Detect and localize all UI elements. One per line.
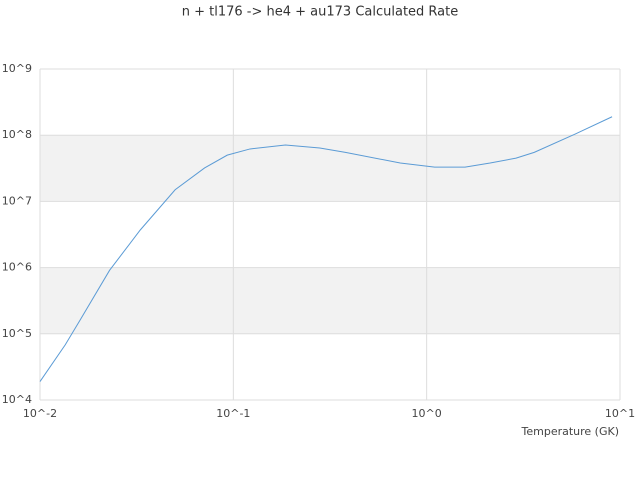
grid-band bbox=[40, 135, 620, 202]
x-tick-label: 10^0 bbox=[412, 407, 442, 420]
y-tick-label: 10^9 bbox=[2, 62, 32, 75]
chart-title: n + tl176 -> he4 + au173 Calculated Rate bbox=[182, 5, 459, 20]
y-tick-label: 10^6 bbox=[2, 261, 32, 274]
x-axis-label: Temperature (GK) bbox=[521, 425, 620, 438]
x-tick-label: 10^-1 bbox=[216, 407, 250, 420]
grid-band bbox=[40, 267, 620, 334]
y-tick-label: 10^8 bbox=[2, 128, 32, 141]
y-tick-label: 10^5 bbox=[2, 327, 32, 340]
x-tick-label: 10^-2 bbox=[23, 407, 57, 420]
y-tick-label: 10^4 bbox=[2, 393, 32, 406]
y-tick-label: 10^7 bbox=[2, 194, 32, 207]
x-tick-label: 10^1 bbox=[605, 407, 635, 420]
line bbox=[39, 116, 613, 382]
